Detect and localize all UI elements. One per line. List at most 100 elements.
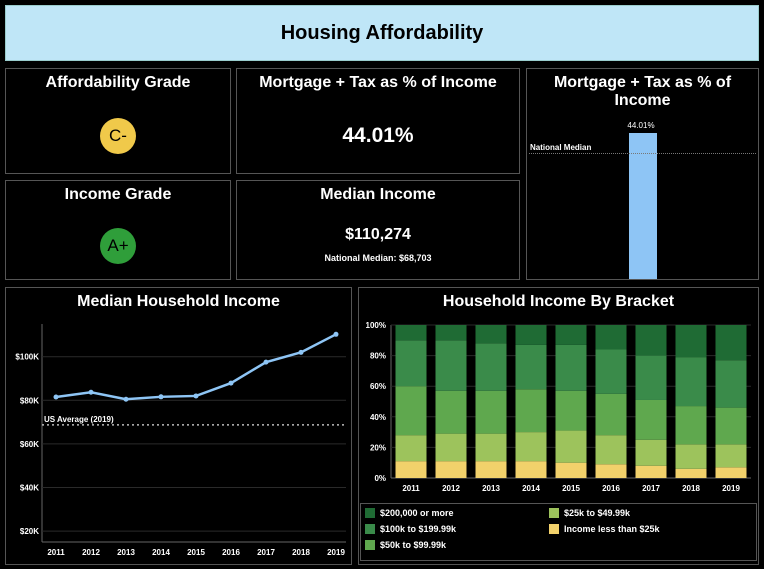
bar-segment — [595, 349, 627, 394]
legend-label: $200,000 or more — [380, 508, 454, 518]
bar-segment — [675, 357, 707, 407]
bar-segment — [515, 344, 547, 390]
bar-segment — [395, 325, 427, 341]
y-tick-label: 100% — [366, 321, 386, 330]
bar-segment — [555, 390, 587, 431]
bar-segment — [715, 325, 747, 361]
bar-segment — [675, 444, 707, 469]
median-household-income-panel: Median Household Income $20K $40K $60K $80K… — [5, 287, 352, 565]
bar-segment — [435, 461, 467, 478]
median-income-title: Median Income — [320, 186, 436, 203]
bar-segment — [515, 432, 547, 462]
income-bracket-panel: Household Income By Bracket 0% 20% 40% 60% 8… — [358, 287, 759, 565]
national-median-line — [529, 153, 756, 154]
income-point — [53, 394, 59, 400]
bar-segment — [475, 325, 507, 344]
dashboard-header: Housing Affordability — [5, 5, 759, 61]
bracket-chart: 0% 20% 40% 60% 80% 100% 2011 2012 2013 2014 2015 20… — [366, 321, 751, 493]
x-tick-label: 2016 — [222, 548, 240, 557]
bar-segment — [555, 430, 587, 463]
mortgage-bar-panel: Mortgage + Tax as % of Income 44.01% Nat… — [526, 68, 759, 280]
bar-segment — [595, 393, 627, 436]
legend-item-50k: $50k to $99.99k — [365, 540, 446, 550]
income-grade-title: Income Grade — [64, 186, 172, 203]
income-line — [55, 333, 337, 401]
affordability-grade-value: C- — [109, 126, 127, 145]
bar-segment — [635, 399, 667, 440]
legend-swatch — [365, 540, 375, 550]
legend-item-200k: $200,000 or more — [365, 508, 454, 518]
dashboard-title: Housing Affordability — [280, 21, 484, 44]
bar-segment — [635, 465, 667, 478]
y-tick-label: 20% — [370, 443, 386, 452]
x-tick-label: 2017 — [257, 548, 275, 557]
legend-item-25k: $25k to $49.99k — [549, 508, 630, 518]
legend-item-under25k: Income less than $25k — [549, 524, 660, 534]
bar-segment — [715, 407, 747, 445]
affordability-grade-badge: C- — [100, 118, 136, 154]
x-tick-label: 2019 — [327, 548, 345, 557]
bar-segment — [395, 386, 427, 436]
bar-segment — [595, 435, 627, 465]
bar-segment — [395, 340, 427, 387]
legend-label: Income less than $25k — [564, 524, 660, 534]
bar-segment — [475, 433, 507, 462]
x-tick-label: 2018 — [682, 484, 700, 493]
bar-segment — [635, 439, 667, 466]
affordability-grade-panel: Affordability Grade C- — [5, 68, 231, 174]
line-chart-title: Median Household Income — [77, 293, 280, 310]
bar-segment — [555, 325, 587, 345]
y-tick-label: $20K — [20, 527, 39, 536]
y-tick-label: 80% — [370, 352, 386, 361]
x-tick-label: 2014 — [152, 548, 170, 557]
x-tick-label: 2015 — [562, 484, 580, 493]
bar-segment — [715, 444, 747, 468]
x-tick-label: 2012 — [442, 484, 460, 493]
mortgage-kpi-title: Mortgage + Tax as % of Income — [259, 74, 497, 91]
y-tick-label: 60% — [370, 382, 386, 391]
y-tick-label: 0% — [374, 474, 386, 483]
bar-segment — [435, 433, 467, 462]
legend-swatch — [365, 508, 375, 518]
x-tick-label: 2012 — [82, 548, 100, 557]
bar-segment — [555, 462, 587, 478]
bar-segment — [675, 406, 707, 445]
x-tick-label: 2017 — [642, 484, 660, 493]
x-tick-label: 2015 — [187, 548, 205, 557]
income-point — [158, 394, 164, 400]
income-grade-panel: Income Grade A+ — [5, 180, 231, 280]
income-point — [263, 359, 269, 365]
bar-segment — [635, 325, 667, 356]
median-income-panel: Median Income $110,274 National Median: … — [236, 180, 520, 280]
x-tick-label: 2013 — [482, 484, 500, 493]
mortgage-bar — [629, 133, 657, 279]
bar-segment — [435, 340, 467, 391]
mortgage-kpi-panel: Mortgage + Tax as % of Income 44.01% — [236, 68, 520, 174]
income-grade-value: A+ — [107, 236, 129, 255]
bar-segment — [475, 343, 507, 391]
legend-label: $50k to $99.99k — [380, 540, 447, 550]
bar-segment — [715, 467, 747, 478]
x-tick-label: 2011 — [402, 484, 420, 493]
bar-segment — [395, 461, 427, 478]
bar-segment — [715, 360, 747, 408]
income-point — [123, 396, 129, 402]
x-tick-label: 2018 — [292, 548, 310, 557]
median-income-national: National Median: $68,703 — [324, 253, 432, 263]
bar-segment — [395, 435, 427, 462]
legend-swatch — [365, 524, 375, 534]
bracket-chart-title: Household Income By Bracket — [442, 293, 675, 310]
legend-swatch — [549, 508, 559, 518]
affordability-grade-title: Affordability Grade — [45, 74, 191, 91]
y-tick-label: $80K — [20, 396, 39, 405]
bar-segment — [595, 325, 627, 350]
bar-segment — [675, 468, 707, 478]
income-point — [228, 380, 234, 386]
income-point — [88, 389, 94, 395]
x-tick-label: 2013 — [117, 548, 135, 557]
y-tick-label: 40% — [370, 413, 386, 422]
bar-segment — [635, 355, 667, 400]
legend-item-100k: $100k to $199.99k — [365, 524, 456, 534]
y-tick-label: $60K — [20, 440, 39, 449]
y-tick-label: $40K — [20, 484, 39, 493]
